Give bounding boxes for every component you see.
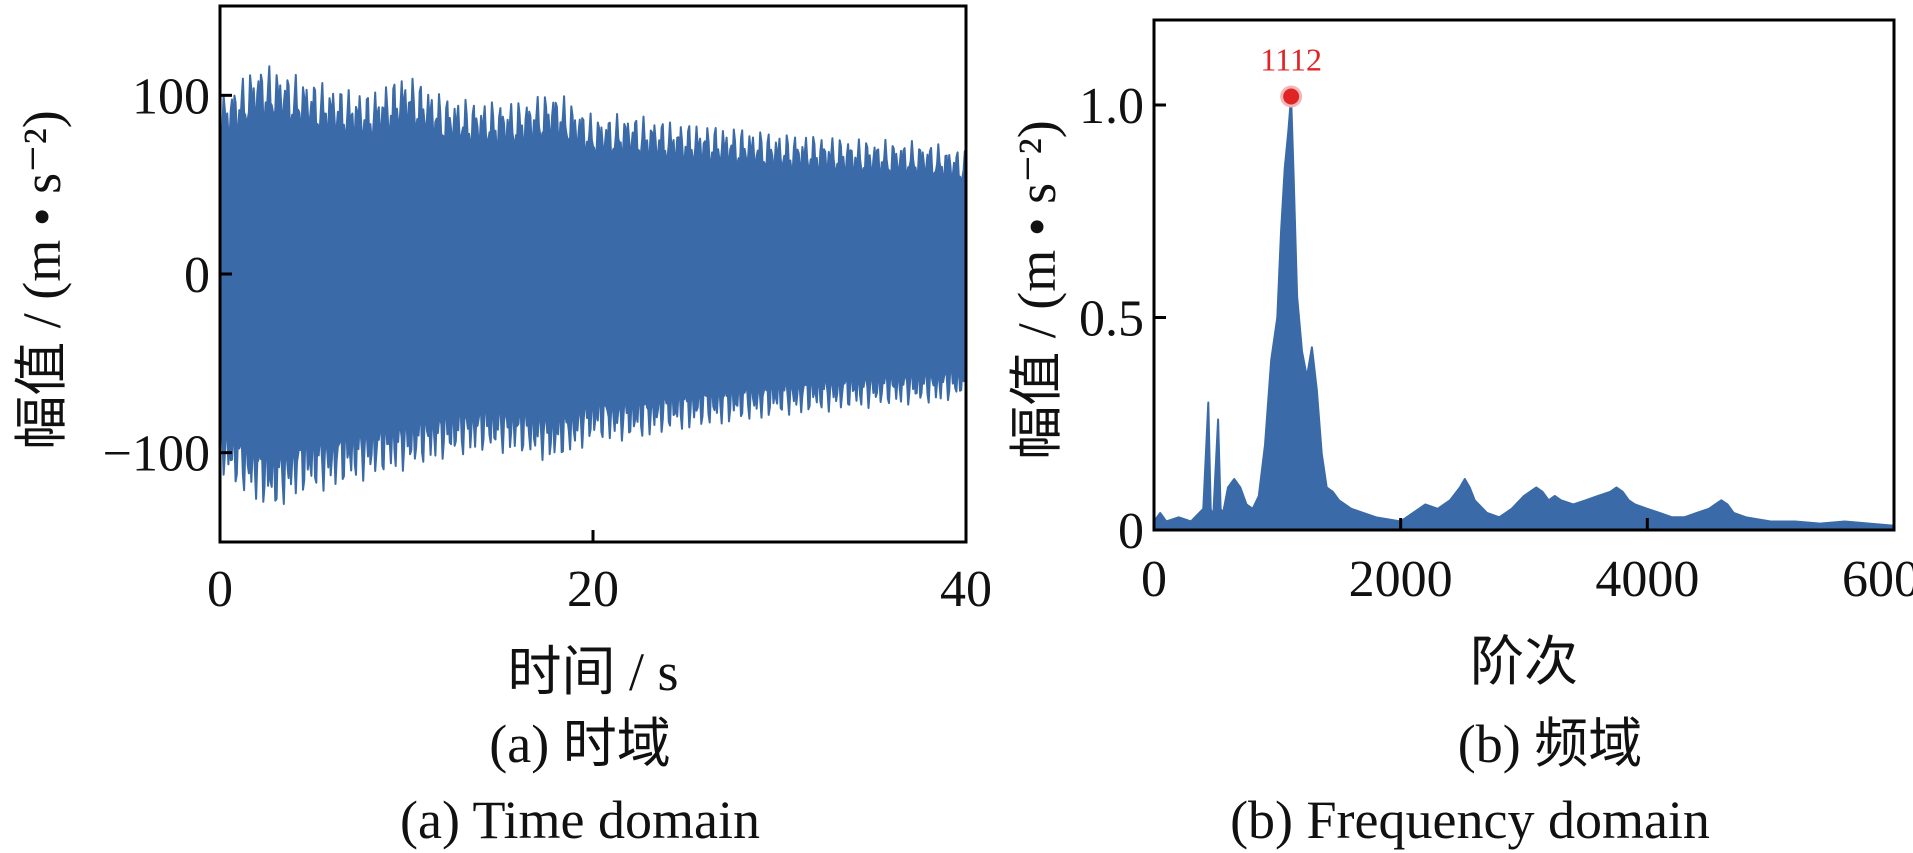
panel-b-caption-cn: (b) 频域 bbox=[1458, 714, 1642, 774]
panel-a-x-axis-title: 时间 / s bbox=[507, 642, 678, 702]
panel-b-y-tick-label: 0 bbox=[1118, 503, 1144, 560]
panel-b-caption-en: (b) Frequency domain bbox=[1230, 790, 1710, 850]
panel-a-caption-en: (a) Time domain bbox=[400, 790, 760, 850]
peak-label: 1112 bbox=[1260, 42, 1322, 78]
panel-b-tick-labels: 0 2000 4000 6000 1.0 0.5 0 bbox=[1079, 78, 1913, 608]
panel-b-x-axis-title: 阶次 bbox=[1470, 632, 1578, 692]
panel-a-y-tick-label: −100 bbox=[103, 426, 210, 483]
panel-a-ticks bbox=[218, 93, 968, 542]
panel-b-y-tick-label: 0.5 bbox=[1079, 291, 1144, 348]
time-signal-series bbox=[219, 65, 967, 505]
panel-b-ticks bbox=[1152, 103, 1896, 532]
panel-a-caption-cn: (a) 时域 bbox=[489, 714, 670, 774]
panel-a-x-tick-label: 0 bbox=[207, 561, 233, 618]
panel-b-y-axis-title: 幅值 / (m • s⁻²) bbox=[1007, 120, 1067, 460]
panel-b-y-tick-label: 1.0 bbox=[1079, 78, 1144, 135]
panel-b-plot-frame bbox=[1152, 18, 1896, 532]
panel-a-tick-labels: 0 20 40 100 0 −100 bbox=[103, 68, 992, 618]
panel-b-x-tick-label: 6000 bbox=[1842, 551, 1913, 608]
panel-b: 0 2000 4000 6000 1.0 0.5 0 1112 阶次 幅值 / (m • s… bbox=[1007, 18, 1913, 850]
peak-marker bbox=[1283, 88, 1300, 105]
panel-b-x-tick-label: 2000 bbox=[1349, 551, 1453, 608]
panel-a-y-tick-label: 0 bbox=[184, 247, 210, 304]
panel-a-x-tick-label: 40 bbox=[940, 561, 992, 618]
panel-a-x-tick-label: 20 bbox=[567, 561, 619, 618]
spectrum-series bbox=[1153, 95, 1895, 531]
panel-a: 0 20 40 100 0 −100 时间 / s 幅值 / (m • s⁻²) (a) … bbox=[12, 4, 992, 850]
panel-b-x-tick-label: 4000 bbox=[1595, 551, 1699, 608]
panel-a-y-axis-title: 幅值 / (m • s⁻²) bbox=[12, 110, 72, 450]
panel-b-x-tick-label: 0 bbox=[1141, 551, 1167, 608]
panel-a-y-tick-label: 100 bbox=[132, 68, 210, 125]
